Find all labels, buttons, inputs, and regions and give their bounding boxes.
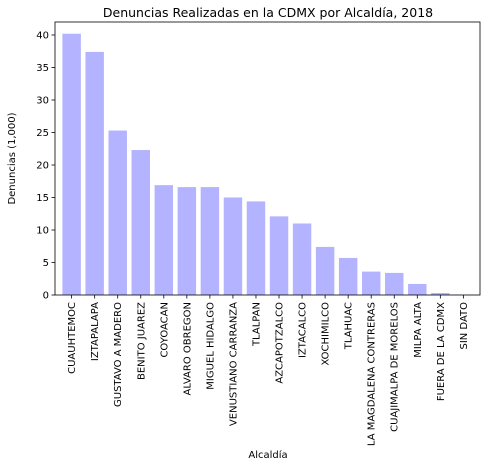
y-tick-label: 35	[36, 63, 49, 74]
x-tick-label: TLAHUAC	[344, 302, 355, 350]
bar	[62, 33, 81, 295]
bar	[85, 51, 104, 296]
bar	[361, 271, 381, 295]
x-tick-label: LA MAGDALENA CONTRERAS	[367, 302, 378, 446]
y-tick-label: 15	[36, 193, 49, 204]
bar	[338, 257, 358, 295]
bar	[223, 197, 243, 295]
y-axis-label: Denuncias (1,000)	[7, 112, 18, 204]
bar	[246, 201, 266, 295]
bar	[200, 187, 220, 295]
x-tick-label: CUAJIMALPA DE MORELOS	[390, 302, 401, 432]
x-tick-label: FUERA DE LA CDMX	[436, 302, 447, 401]
x-axis-label: Alcaldía	[248, 449, 287, 461]
bar	[431, 293, 450, 295]
bar	[269, 216, 289, 295]
bar	[408, 283, 427, 295]
bar	[154, 185, 174, 295]
x-tick-label: CUAUHTEMOC	[67, 302, 78, 374]
bars-group	[62, 33, 473, 296]
x-tick-label: IZTAPALAPA	[90, 302, 101, 361]
plot-frame	[54, 21, 481, 296]
y-tick-label: 25	[36, 128, 49, 139]
x-tick-label: ALVARO OBREGON	[182, 302, 193, 395]
x-tick-label: XOCHIMILCO	[321, 302, 332, 366]
x-tick-label: SIN DATO	[459, 302, 470, 350]
bar	[108, 130, 127, 295]
y-axis: 0 5 10 15 20 25 30 35 40	[36, 31, 55, 302]
chart-title: Denuncias Realizadas en la CDMX por Alca…	[103, 5, 433, 20]
bar	[315, 246, 335, 295]
bar	[385, 272, 404, 295]
x-tick-label: BENITO JUAREZ	[136, 302, 147, 380]
x-tick-label: GUSTAVO A MADERO	[113, 302, 124, 407]
x-tick-label: COYOACAN	[159, 302, 170, 358]
y-tick-label: 30	[36, 96, 49, 107]
y-tick-label: 5	[43, 258, 49, 269]
bar	[177, 187, 197, 295]
y-tick-label: 20	[36, 161, 49, 172]
x-tick-label: MILPA ALTA	[413, 302, 424, 358]
x-tick-label: IZTACALCO	[298, 302, 309, 358]
x-tick-label: TLALPAN	[251, 302, 262, 347]
y-tick-label: 0	[43, 291, 49, 302]
x-tick-label: VENUSTIANO CARRANZA	[228, 302, 239, 426]
y-tick-label: 10	[36, 226, 49, 237]
x-tick-label: MIGUEL HIDALGO	[205, 302, 216, 390]
bar	[131, 150, 150, 295]
x-axis: CUAUHTEMOC IZTAPALAPA GUSTAVO A MADERO BENI…	[67, 295, 470, 446]
y-tick-label: 40	[36, 31, 49, 42]
bar	[292, 223, 312, 295]
x-tick-label: AZCAPOTZALCO	[275, 302, 286, 384]
